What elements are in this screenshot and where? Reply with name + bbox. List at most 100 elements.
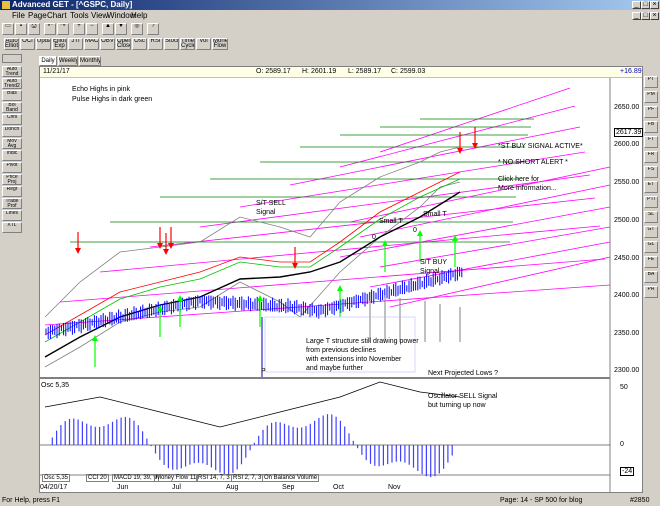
left-tool-chnl[interactable]: Chnl bbox=[2, 114, 22, 125]
chart-area[interactable] bbox=[39, 66, 643, 493]
find-icon[interactable]: ◎ bbox=[131, 23, 143, 35]
arrow-down-icon[interactable]: ▼ bbox=[115, 23, 127, 35]
tab-money-flow[interactable]: Money Flow 11 bbox=[154, 474, 199, 482]
zoom-out-icon[interactable]: − bbox=[86, 23, 98, 35]
toolbar-oci[interactable]: OCI bbox=[20, 38, 35, 50]
tab-monthly[interactable]: Monthly bbox=[79, 56, 101, 66]
toolbar-auto-elliott[interactable]: Auto Elliott bbox=[4, 38, 19, 50]
price-tick-2350: 2350.00 bbox=[614, 330, 640, 337]
tab-daily[interactable]: Daily bbox=[39, 56, 57, 66]
ma-black bbox=[44, 191, 461, 358]
left-tool-trade-prof[interactable]: Trade Prof bbox=[2, 198, 22, 209]
menu-file[interactable]: File bbox=[12, 11, 25, 20]
toolbar-stock[interactable]: Stock bbox=[164, 38, 179, 50]
redo-icon[interactable]: ↷ bbox=[57, 23, 69, 35]
left-tool-price-proj[interactable]: Price Proj bbox=[2, 174, 22, 185]
right-tool-gl[interactable]: GL bbox=[644, 241, 658, 253]
menu-window[interactable]: Window bbox=[107, 11, 136, 20]
left-tool-bol-band[interactable]: Bol Band bbox=[2, 102, 22, 113]
print-icon[interactable]: ⎙ bbox=[28, 23, 40, 35]
tab-obv[interactable]: On Balance Volume bbox=[262, 474, 320, 482]
arrow-up-icon[interactable]: ▲ bbox=[102, 23, 114, 35]
toolbar-time-cycles[interactable]: Time Cycles bbox=[180, 38, 195, 50]
tab-osc[interactable]: Osc 5,35 bbox=[42, 474, 71, 482]
app-icon bbox=[2, 1, 10, 9]
right-tool-et[interactable]: ET bbox=[644, 181, 658, 193]
toolbar-open-close[interactable]: Open Close bbox=[116, 38, 131, 50]
menu-view[interactable]: View bbox=[91, 11, 109, 20]
osc-axis-top: 50 bbox=[620, 384, 628, 391]
indicator-tabs: Osc 5,35 CCI 20 MACD 19, 39, 9 Money Flo… bbox=[40, 474, 400, 483]
right-tool-fr[interactable]: FR bbox=[644, 151, 658, 163]
echo-high-line bbox=[289, 126, 581, 186]
right-tool-pf[interactable]: PF bbox=[644, 106, 658, 118]
right-tool-pr[interactable]: PR bbox=[644, 286, 658, 298]
buy-arrow-head bbox=[257, 295, 263, 301]
toolbar-jti[interactable]: JTI bbox=[68, 38, 83, 50]
left-tool-regr[interactable]: Regr bbox=[2, 186, 22, 197]
right-tool-fs[interactable]: FS bbox=[644, 166, 658, 178]
right-tool-ba[interactable]: BA bbox=[644, 271, 658, 283]
toolbar-elliott-exp[interactable]: Elliott Exp bbox=[52, 38, 67, 50]
buy-arrow-head bbox=[452, 235, 458, 241]
left-tool-auto-trend2[interactable]: Auto Trend2 bbox=[2, 78, 22, 89]
select-tool[interactable] bbox=[2, 54, 22, 63]
maximize-button[interactable]: □ bbox=[641, 1, 650, 9]
minimize-button[interactable]: _ bbox=[632, 1, 641, 9]
right-tool-sl[interactable]: SL bbox=[644, 211, 658, 223]
tab-cci[interactable]: CCI 20 bbox=[86, 474, 109, 482]
tab-rsi-14[interactable]: RSI 14, 7, 3 bbox=[196, 474, 232, 482]
child-minimize-button[interactable]: _ bbox=[632, 12, 641, 20]
date-tick-start: 04/20/17 bbox=[40, 484, 68, 491]
left-tool-xtl[interactable]: XTL bbox=[2, 222, 22, 233]
label-no-short-alert[interactable]: * NO SHORT ALERT * bbox=[498, 159, 568, 166]
tab-weekly[interactable]: Weekly bbox=[58, 56, 78, 66]
undo-icon[interactable]: ↶ bbox=[44, 23, 56, 35]
tab-macd[interactable]: MACD 19, 39, 9 bbox=[112, 474, 159, 482]
menu-tools[interactable]: Tools bbox=[70, 11, 89, 20]
right-tool-pti[interactable]: PTI bbox=[644, 196, 658, 208]
toolbar-rsi[interactable]: RSI bbox=[148, 38, 163, 50]
child-close-button[interactable]: × bbox=[650, 12, 659, 20]
left-tool-mov-avg[interactable]: Mov Avg bbox=[2, 138, 22, 149]
close-button[interactable]: × bbox=[650, 1, 659, 9]
toolbar-row-1: ▭ ▪ ⎙ ↶ ↷ + − ▲ ▼ ◎ ? bbox=[0, 22, 660, 36]
left-tool-auto-trend[interactable]: Auto Trend bbox=[2, 66, 22, 77]
label-st-buy-active[interactable]: *ST BUY SIGNAL ACTIVE* bbox=[498, 143, 583, 150]
help-icon[interactable]: ? bbox=[147, 23, 159, 35]
right-tool-pt[interactable]: PT bbox=[644, 76, 658, 88]
left-tool-donch[interactable]: Donch bbox=[2, 126, 22, 137]
left-tool-lines[interactable]: Lines bbox=[2, 210, 22, 221]
sell-arrow-head bbox=[472, 143, 478, 149]
menu-page[interactable]: Page bbox=[28, 11, 47, 20]
save-icon[interactable]: ▪ bbox=[15, 23, 27, 35]
toolbar-obv[interactable]: OBV bbox=[100, 38, 115, 50]
label-click-here[interactable]: Click here for bbox=[498, 176, 540, 183]
zoom-in-icon[interactable]: + bbox=[73, 23, 85, 35]
right-tool-fe[interactable]: FE bbox=[644, 256, 658, 268]
trend-fan-line bbox=[369, 241, 611, 288]
menu-help[interactable]: Help bbox=[131, 11, 148, 20]
buy-arrow-head bbox=[382, 240, 388, 246]
child-restore-button[interactable]: □ bbox=[641, 12, 650, 20]
left-tool-bias[interactable]: Bias bbox=[2, 90, 22, 101]
menu-chart[interactable]: Chart bbox=[47, 11, 67, 20]
left-tool-pivot[interactable]: Pivot bbox=[2, 162, 22, 173]
toolbar-update[interactable]: Update bbox=[36, 38, 51, 50]
current-price-label: 2617.39 bbox=[614, 128, 644, 137]
right-tool-gt[interactable]: GT bbox=[644, 226, 658, 238]
toolbar-vol[interactable]: Vol bbox=[196, 38, 211, 50]
left-tool-indic[interactable]: Indic bbox=[2, 150, 22, 161]
tab-rsi-2[interactable]: RSI 2, 7, 3 bbox=[231, 474, 264, 482]
window-title: Advanced GET - [^GSPC, Daily] bbox=[12, 0, 133, 9]
right-tool-pm[interactable]: PM bbox=[644, 91, 658, 103]
buy-arrow-head bbox=[157, 305, 163, 311]
right-tool-fb[interactable]: FB bbox=[644, 121, 658, 133]
right-tool-ft[interactable]: FT bbox=[644, 136, 658, 148]
toolbar-money-flow[interactable]: Money Flow bbox=[212, 38, 228, 50]
toolbar-osc[interactable]: Osc bbox=[132, 38, 147, 50]
open-icon[interactable]: ▭ bbox=[2, 23, 14, 35]
label-more-info[interactable]: More Information... bbox=[498, 185, 557, 192]
toolbar-macd[interactable]: MACD bbox=[84, 38, 99, 50]
osc-panel-label: Osc 5,35 bbox=[41, 382, 70, 389]
